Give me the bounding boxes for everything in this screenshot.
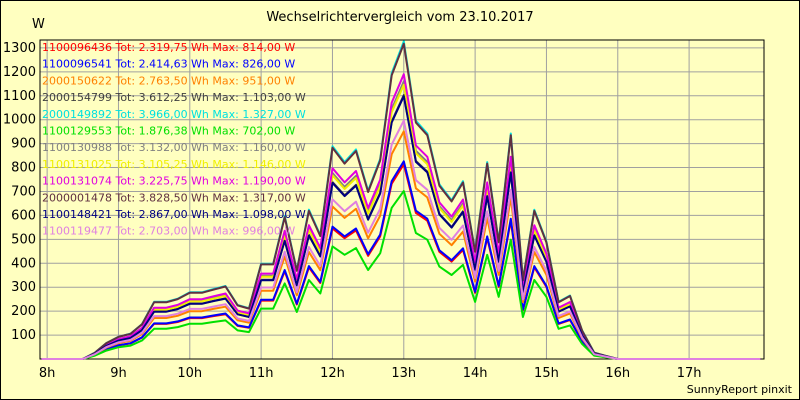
y-tick-label: 300 bbox=[11, 280, 36, 295]
legend-entry-1100096541: 1100096541 Tot: 2.414,63 Wh Max: 826,00 … bbox=[42, 58, 295, 71]
y-tick-label: 600 bbox=[11, 208, 36, 223]
x-tick-label: 16h bbox=[605, 366, 630, 381]
legend: 1100096436 Tot: 2.319,75 Wh Max: 814,00 … bbox=[42, 41, 306, 238]
legend-entry-2000149892: 2000149892 Tot: 3.966,00 Wh Max: 1.327,0… bbox=[42, 108, 306, 121]
y-tick-label: 100 bbox=[11, 328, 36, 343]
x-tick-label: 10h bbox=[177, 366, 202, 381]
axes: 100 200 300 400 500 600 700 800 900 1000 1100 1200 1… bbox=[3, 39, 765, 381]
y-tick-label: 1300 bbox=[3, 41, 36, 56]
y-tick-label: 900 bbox=[11, 137, 36, 152]
credit-label: SunnyReport pinxit bbox=[686, 383, 792, 396]
x-tick-label: 8h bbox=[39, 366, 56, 381]
x-tick-label: 12h bbox=[320, 366, 345, 381]
series-line-1100119477 bbox=[41, 119, 761, 360]
y-tick-label: 400 bbox=[11, 256, 36, 271]
legend-entry-1100131025: 1100131025 Tot: 3.105,25 Wh Max: 1.146,0… bbox=[42, 158, 306, 171]
x-tick-label: 17h bbox=[677, 366, 702, 381]
y-tick-label: 200 bbox=[11, 304, 36, 319]
series-lines bbox=[41, 40, 761, 360]
plot-border bbox=[39, 39, 765, 360]
y-tick-label: 1100 bbox=[3, 89, 36, 104]
legend-entry-2000001478: 2000001478 Tot: 3.828,50 Wh Max: 1.317,0… bbox=[42, 191, 306, 204]
legend-entry-1100129553: 1100129553 Tot: 1.876,38 Wh Max: 702,00 … bbox=[42, 125, 295, 138]
legend-entry-1100148421: 1100148421 Tot: 2.867,00 Wh Max: 1.098,0… bbox=[42, 208, 306, 221]
legend-entry-1100130988: 1100130988 Tot: 3.132,00 Wh Max: 1.160,0… bbox=[42, 141, 306, 154]
x-tick-label: 13h bbox=[391, 366, 416, 381]
x-tick-label: 15h bbox=[534, 366, 559, 381]
y-tick-label: 700 bbox=[11, 184, 36, 199]
x-tick-label: 9h bbox=[110, 366, 127, 381]
legend-entry-1100131074: 1100131074 Tot: 3.225,75 Wh Max: 1.190,0… bbox=[42, 175, 306, 188]
y-tick-label: 1200 bbox=[3, 65, 36, 80]
y-tick-label: 800 bbox=[11, 161, 36, 176]
y-tick-label: 1000 bbox=[3, 113, 36, 128]
x-tick-label: 14h bbox=[463, 366, 488, 381]
legend-entry-2000150622: 2000150622 Tot: 2.763,50 Wh Max: 951,00 … bbox=[42, 74, 295, 87]
legend-entry-1100119477: 1100119477 Tot: 2.703,00 Wh Max: 996,00 … bbox=[42, 225, 295, 238]
y-tick-label: 500 bbox=[11, 232, 36, 247]
y-unit-label: W bbox=[32, 17, 45, 32]
legend-entry-2000154799: 2000154799 Tot: 3.612,25 Wh Max: 1.103,0… bbox=[42, 91, 306, 104]
chart-title: Wechselrichtervergleich vom 23.10.2017 bbox=[266, 10, 534, 25]
legend-entry-1100096436: 1100096436 Tot: 2.319,75 Wh Max: 814,00 … bbox=[42, 41, 295, 54]
x-tick-label: 11h bbox=[249, 366, 274, 381]
